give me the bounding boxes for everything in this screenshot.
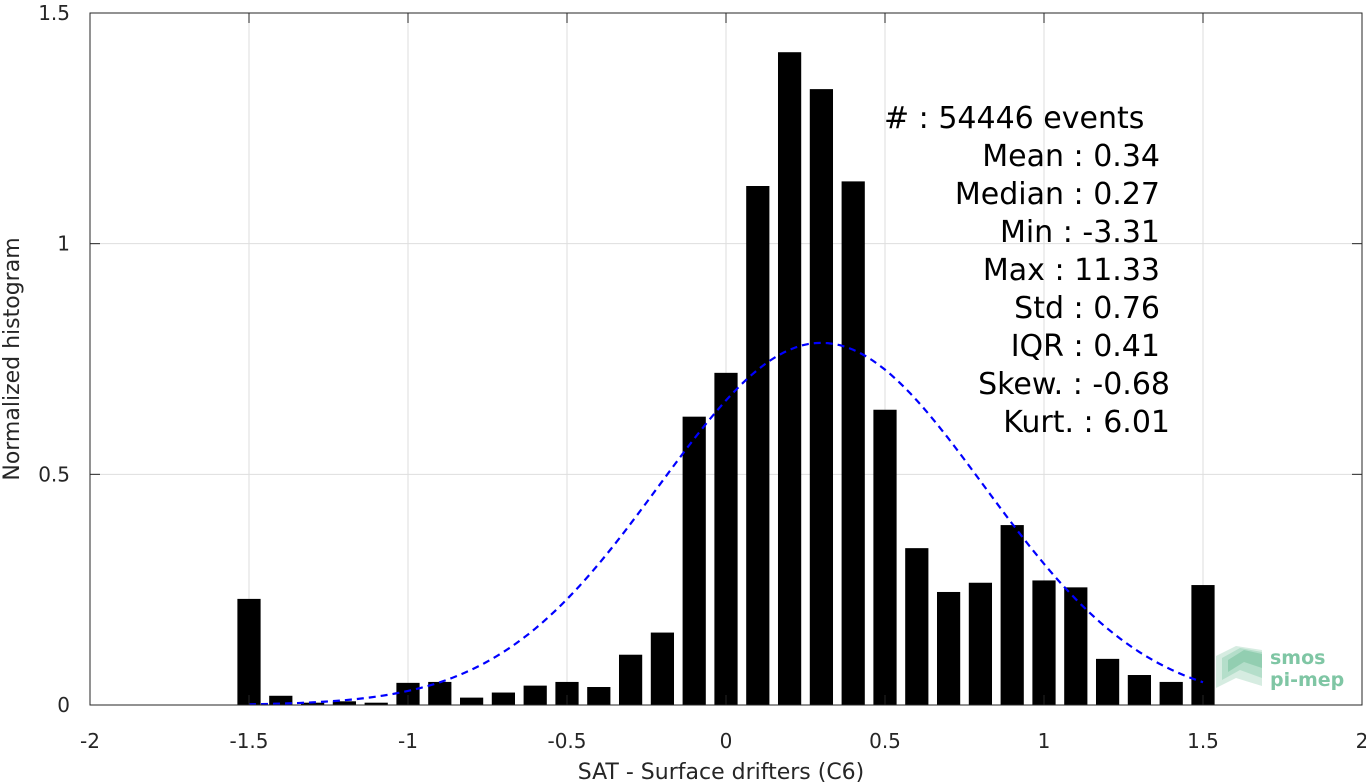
x-tick-labels: -2 -1.5 -1 -0.5 0 0.5 1 1.5 2 [80, 729, 1366, 753]
histogram-bar [364, 702, 388, 705]
x-axis-label: SAT - Surface drifters (C6) [578, 760, 865, 784]
x-tick-label: 0 [720, 729, 733, 753]
stat-mean: Mean : 0.34 [982, 139, 1160, 174]
x-tick-label: 1.5 [1187, 729, 1219, 753]
y-tick-label: 1.5 [38, 1, 70, 25]
histogram-bar [1000, 525, 1024, 705]
smos-pimep-logo: smos pi-mep [1216, 646, 1344, 691]
y-axis-label: Normalized histogram [0, 237, 25, 480]
histogram-bar [873, 409, 897, 705]
histogram-bar [332, 701, 357, 705]
x-tick-label: 1 [1038, 729, 1051, 753]
histogram-bar [237, 598, 261, 705]
x-tick-label: 0.5 [869, 729, 901, 753]
histogram-bar [968, 582, 993, 705]
histogram-bar [587, 687, 611, 705]
histogram-bar [428, 681, 452, 705]
y-tick-label: 0.5 [38, 462, 70, 486]
histogram-bar [1095, 658, 1120, 705]
statistics-box: # : 54446 events Mean : 0.34 Median : 0.… [884, 101, 1170, 440]
stat-kurt: Kurt. : 6.01 [1003, 405, 1170, 440]
stat-median: Median : 0.27 [955, 177, 1160, 212]
histogram-bar [1127, 675, 1152, 705]
x-tick-label: -2 [80, 729, 100, 753]
histogram-bar [1032, 580, 1056, 705]
y-tick-labels: 0 0.5 1 1.5 [38, 1, 70, 717]
histogram-bar [618, 654, 643, 705]
y-tick-label: 0 [57, 693, 70, 717]
histogram-bar [555, 681, 579, 705]
x-tick-label: 2 [1356, 729, 1366, 753]
histogram-bar [746, 186, 770, 705]
axes [89, 12, 1363, 706]
histogram-bar [459, 697, 484, 705]
histogram-bar [1191, 585, 1215, 705]
histogram-bar [650, 632, 675, 705]
bars [237, 52, 1215, 706]
histogram-bar [714, 372, 738, 705]
histogram-bar [841, 181, 865, 706]
histogram-bar [491, 692, 516, 705]
histogram-bar [682, 416, 706, 705]
histogram-bar [396, 682, 420, 705]
stat-max: Max : 11.33 [983, 253, 1160, 288]
histogram-bar [1064, 587, 1088, 705]
stat-iqr: IQR : 0.41 [1011, 329, 1160, 364]
x-tick-label: -1 [398, 729, 418, 753]
logo-line2: pi-mep [1270, 669, 1344, 691]
stat-std: Std : 0.76 [1014, 291, 1160, 326]
logo-mark-icon [1216, 646, 1262, 688]
histogram-bar [269, 695, 293, 705]
stat-events: # : 54446 events [884, 101, 1144, 136]
stat-skew: Skew. : -0.68 [978, 367, 1170, 402]
y-tick-label: 1 [57, 232, 70, 256]
x-tick-label: -1.5 [229, 729, 268, 753]
x-tick-label: -0.5 [547, 729, 586, 753]
histogram-bar [936, 591, 961, 705]
stat-min: Min : -3.31 [1000, 215, 1160, 250]
logo-line1: smos [1270, 647, 1325, 669]
histogram-bar [809, 89, 834, 706]
normal-fit-curve [248, 341, 1204, 706]
histogram-bar [300, 702, 325, 705]
histogram-bar [523, 685, 547, 705]
histogram-bar [1159, 681, 1183, 705]
histogram-bar [905, 548, 929, 705]
histogram-bar [777, 52, 802, 706]
